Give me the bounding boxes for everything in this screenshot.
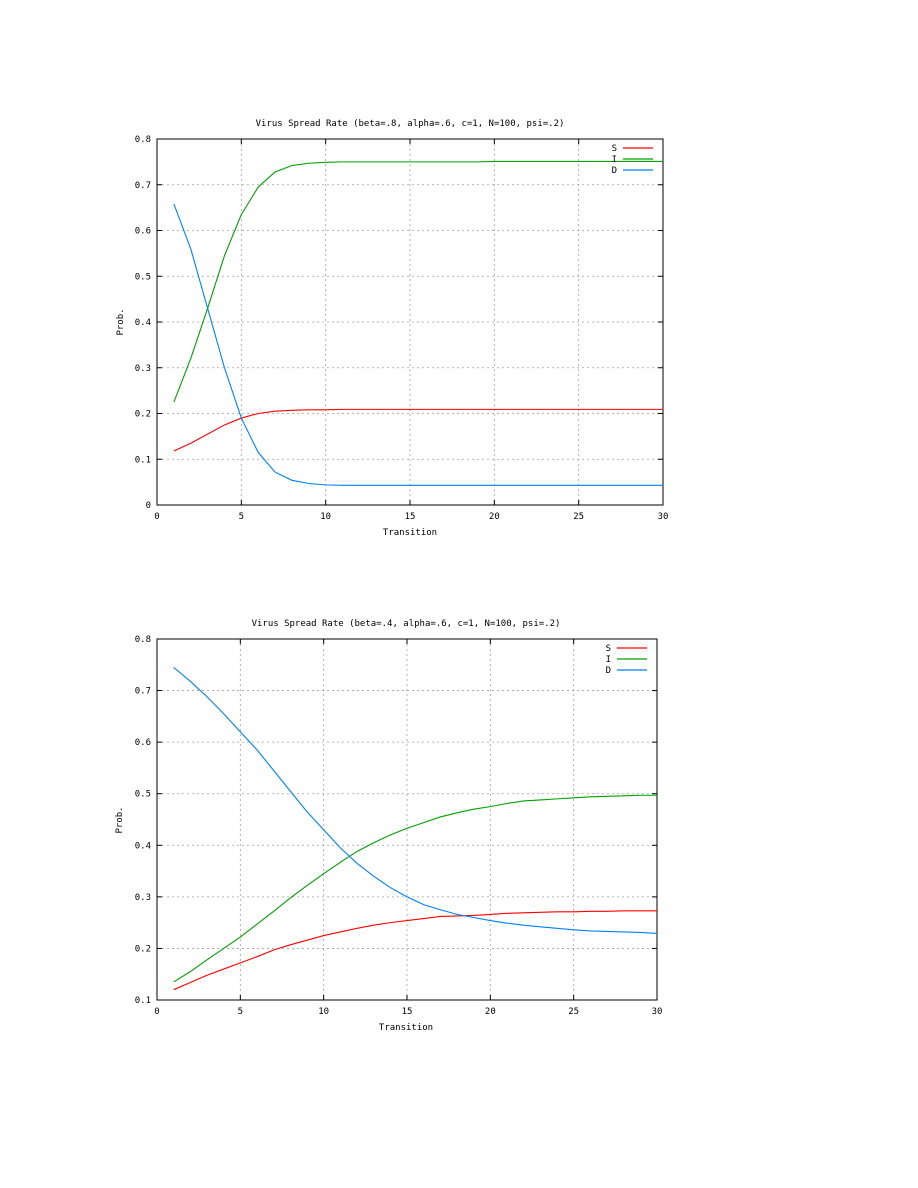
x-tick-label: 15 [405, 512, 416, 522]
x-tick-label: 10 [320, 512, 331, 522]
x-axis-label: Transition [379, 1023, 433, 1033]
series-line-d [173, 203, 663, 486]
series-line-s [173, 910, 657, 991]
x-tick-label: 0 [154, 1007, 159, 1017]
x-tick-label: 10 [318, 1007, 329, 1017]
x-tick-label: 30 [652, 1007, 663, 1017]
x-tick-label: 5 [238, 1007, 243, 1017]
y-tick-label: 0.7 [135, 687, 151, 697]
x-tick-label: 5 [239, 512, 244, 522]
legend-label-d: D [612, 166, 617, 176]
legend-label-i: I [612, 155, 617, 165]
plot-frame [156, 138, 664, 506]
x-tick-label: 30 [658, 512, 669, 522]
y-tick-label: 0.6 [135, 227, 151, 237]
y-tick-label: 0.5 [135, 790, 151, 800]
chart-title: Virus Spread Rate (beta=.4, alpha=.6, c=… [252, 619, 561, 629]
plot-frame [156, 638, 658, 1001]
y-tick-label: 0.8 [135, 135, 151, 145]
chart-title: Virus Spread Rate (beta=.8, alpha=.6, c=… [256, 119, 565, 129]
legend: SID [606, 644, 647, 676]
y-tick-label: 0.4 [135, 318, 151, 328]
legend-label-s: S [606, 644, 611, 654]
legend-label-i: I [606, 655, 611, 665]
legend: SID [612, 144, 653, 176]
y-axis-label: Prob. [116, 308, 126, 335]
x-tick-label: 25 [573, 512, 584, 522]
x-axis-label: Transition [383, 528, 437, 538]
y-tick-label: 0.2 [135, 410, 151, 420]
y-tick-label: 0.1 [135, 996, 151, 1006]
series-line-s [173, 408, 663, 452]
series-line-d [173, 666, 658, 935]
series-line-i [173, 794, 657, 983]
y-tick-label: 0.2 [135, 944, 151, 954]
y-tick-label: 0.3 [135, 893, 151, 903]
y-tick-label: 0.7 [135, 181, 151, 191]
series-line-i [173, 160, 663, 403]
y-tick-label: 0.6 [135, 738, 151, 748]
chart-beta-08: Virus Spread Rate (beta=.8, alpha=.6, c=… [116, 119, 668, 538]
grid [157, 639, 657, 1000]
grid [157, 139, 663, 505]
y-tick-label: 0.4 [135, 841, 151, 851]
x-tick-label: 20 [485, 1007, 496, 1017]
legend-label-d: D [606, 666, 611, 676]
x-tick-label: 0 [154, 512, 159, 522]
y-tick-label: 0.8 [135, 635, 151, 645]
x-tick-label: 15 [402, 1007, 413, 1017]
legend-label-s: S [612, 144, 617, 154]
chart-beta-04: Virus Spread Rate (beta=.4, alpha=.6, c=… [115, 619, 662, 1033]
x-tick-label: 20 [489, 512, 500, 522]
y-tick-label: 0.5 [135, 272, 151, 282]
y-tick-label: 0 [146, 501, 151, 511]
y-axis-label: Prob. [115, 806, 125, 833]
x-tick-label: 25 [568, 1007, 579, 1017]
y-tick-label: 0.3 [135, 364, 151, 374]
y-tick-label: 0.1 [135, 455, 151, 465]
